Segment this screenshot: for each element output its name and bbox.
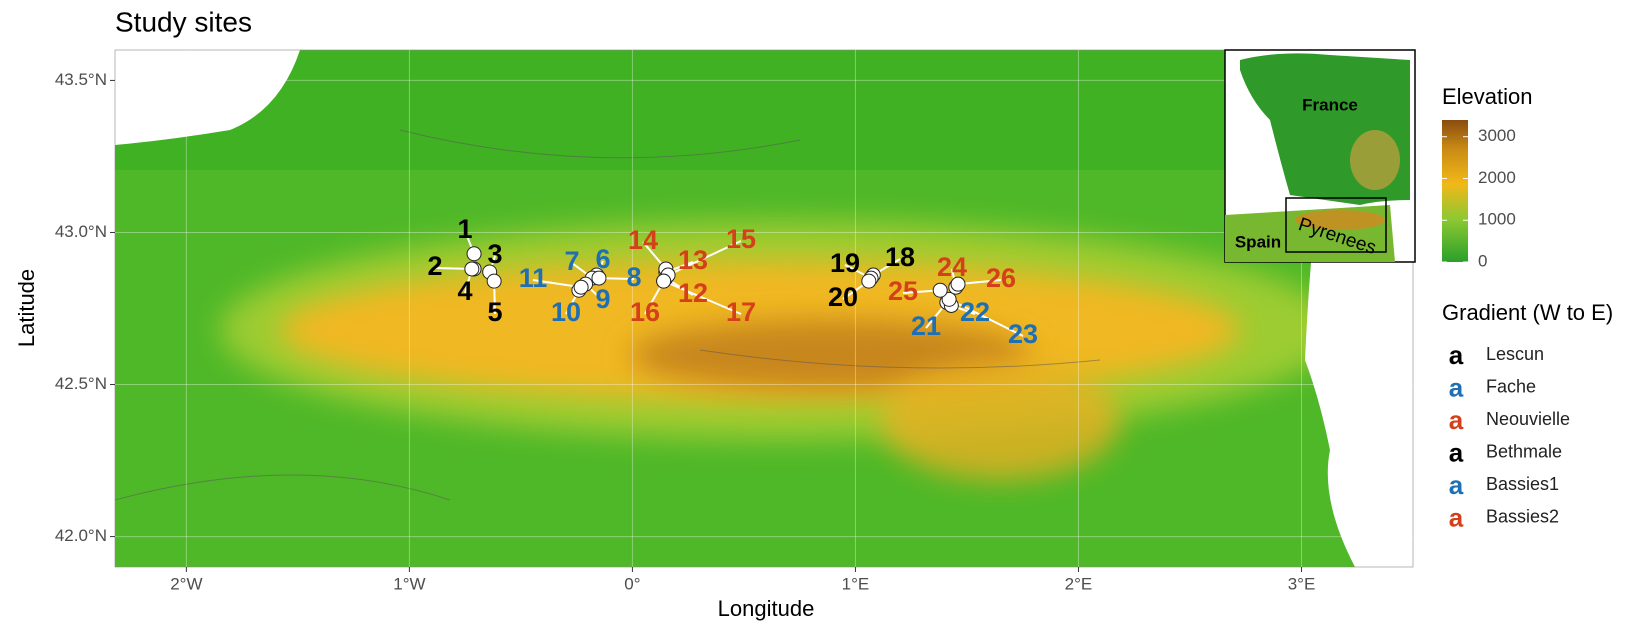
y-tick-label: 43.0°N — [55, 222, 107, 241]
inset-label: Spain — [1235, 232, 1281, 251]
colorbar-label: 0 — [1478, 251, 1487, 270]
x-tick-label: 2°E — [1065, 574, 1093, 593]
legend-key: a — [1449, 405, 1464, 435]
site-label: 8 — [626, 262, 641, 292]
inset-label: France — [1302, 95, 1358, 114]
site-label: 5 — [487, 297, 502, 327]
x-axis-title: Longitude — [718, 596, 815, 621]
legend-label: Bassies2 — [1486, 506, 1559, 526]
site-label: 22 — [960, 297, 990, 327]
site-label: 2 — [427, 251, 442, 281]
site-label: 6 — [595, 244, 610, 274]
site-label: 20 — [828, 282, 858, 312]
x-tick-label: 3°E — [1288, 574, 1316, 593]
site-label: 15 — [726, 224, 756, 254]
y-axis-title: Latitude — [14, 269, 39, 347]
site-point — [657, 274, 671, 288]
colorbar-label: 3000 — [1478, 126, 1516, 145]
site-label: 21 — [911, 311, 941, 341]
site-point — [465, 262, 479, 276]
site-point — [467, 247, 481, 261]
site-label: 26 — [986, 263, 1016, 293]
colorbar — [1442, 120, 1468, 262]
legend-label: Bethmale — [1486, 441, 1562, 461]
y-tick-label: 42.0°N — [55, 526, 107, 545]
legend-label: Neouvielle — [1486, 409, 1570, 429]
site-label: 1 — [457, 214, 472, 244]
legend-key: a — [1449, 470, 1464, 500]
site-label: 25 — [888, 276, 918, 306]
site-label: 23 — [1008, 319, 1038, 349]
y-tick-label: 42.5°N — [55, 374, 107, 393]
map-background — [115, 50, 1413, 567]
legend-key: a — [1449, 372, 1464, 402]
chart-title: Study sites — [115, 6, 252, 37]
legend-label: Bassies1 — [1486, 474, 1559, 494]
colorbar-label: 2000 — [1478, 168, 1516, 187]
x-tick-label: 1°W — [393, 574, 425, 593]
site-label: 10 — [551, 297, 581, 327]
site-point — [862, 274, 876, 288]
site-label: 13 — [678, 245, 708, 275]
y-tick-label: 43.5°N — [55, 70, 107, 89]
legend-label: Lescun — [1486, 344, 1544, 364]
site-label: 4 — [457, 276, 472, 306]
site-label: 9 — [595, 284, 610, 314]
site-label: 16 — [630, 297, 660, 327]
legend-label: Fache — [1486, 376, 1536, 396]
site-label: 7 — [564, 246, 579, 276]
site-label: 17 — [726, 297, 756, 327]
figure: Study sites 2°W 1°W 0° 1°E 2°E 3°E 42.0°N 42.5°… — [0, 0, 1652, 627]
legend-key: a — [1449, 340, 1464, 370]
site-label: 18 — [885, 242, 915, 272]
site-label: 19 — [830, 248, 860, 278]
legend-title: Gradient (W to E) — [1442, 300, 1613, 325]
legend-title: Elevation — [1442, 84, 1533, 109]
site-point — [933, 283, 947, 297]
site-point — [574, 280, 588, 294]
site-label: 3 — [487, 239, 502, 269]
site-point — [487, 274, 501, 288]
inset-map: France Spain Pyrenees — [1225, 50, 1415, 262]
site-label: 12 — [678, 278, 708, 308]
colorbar-label: 1000 — [1478, 210, 1516, 229]
legend-key: a — [1449, 437, 1464, 467]
x-tick-label: 1°E — [842, 574, 870, 593]
x-tick-label: 2°W — [170, 574, 202, 593]
site-label: 24 — [937, 252, 967, 282]
site-label: 11 — [519, 263, 548, 293]
site-label: 14 — [628, 225, 658, 255]
legend-key: a — [1449, 502, 1464, 532]
x-tick-label: 0° — [624, 574, 640, 593]
